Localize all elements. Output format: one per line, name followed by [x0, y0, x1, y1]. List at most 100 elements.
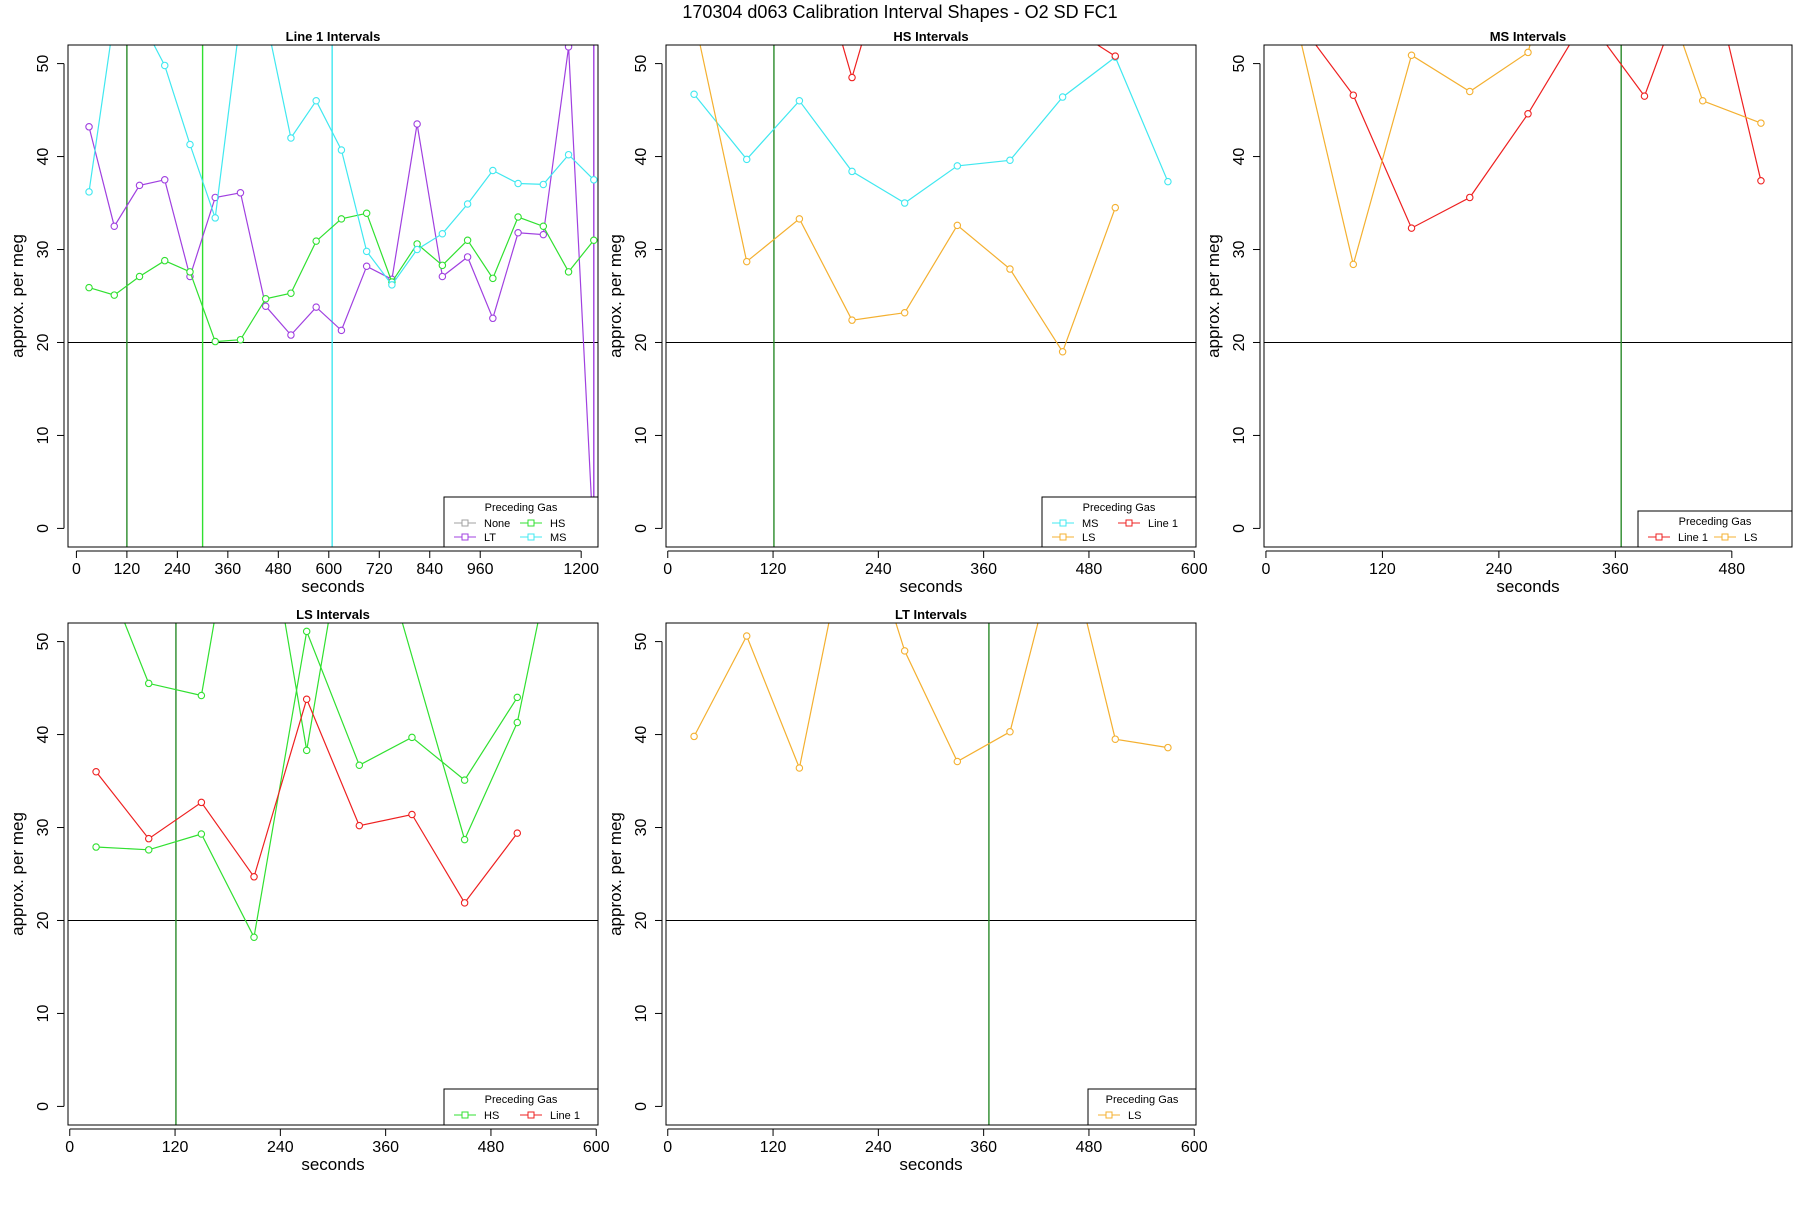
data-point: [1466, 193, 1474, 202]
data-point: [463, 236, 472, 244]
x-tick-label: 240: [865, 1139, 892, 1156]
data-point: [514, 213, 522, 221]
series-line: [841, 45, 1116, 80]
data-point: [302, 746, 311, 755]
data-point: [355, 761, 364, 769]
data-point: [513, 693, 522, 702]
legend-title: Preceding Gas: [1106, 1094, 1179, 1106]
y-tick-label: 20: [1231, 333, 1248, 351]
data-point: [1111, 52, 1120, 60]
data-point: [110, 222, 119, 231]
x-tick-label: 240: [1486, 561, 1513, 578]
y-tick-label: 30: [1231, 241, 1248, 259]
data-point: [337, 326, 346, 335]
x-tick-label: 0: [663, 561, 672, 578]
y-tick-label: 10: [633, 1004, 650, 1022]
data-point: [564, 268, 573, 276]
legend-title: Preceding Gas: [1679, 516, 1752, 528]
y-tick-label: 30: [633, 241, 650, 259]
legend-swatch-marker: [461, 519, 469, 527]
plot-frame: [665, 622, 1197, 1126]
legend: Preceding Gas LS: [1087, 1088, 1197, 1126]
legend: Preceding Gas HS Line 1: [443, 1088, 599, 1126]
x-tick-label: 240: [865, 561, 892, 578]
data-point: [690, 90, 698, 99]
plot-area: [1264, 45, 1792, 547]
data-point: [742, 257, 751, 266]
data-point: [312, 237, 320, 245]
legend-entry: LT: [484, 532, 496, 544]
series-line: [88, 46, 595, 547]
data-point: [1757, 119, 1765, 127]
data-point: [953, 162, 962, 170]
legend-swatch-marker: [1105, 1111, 1113, 1119]
y-tick-label: 20: [633, 911, 650, 929]
data-point: [135, 181, 144, 190]
data-point: [1524, 110, 1532, 118]
data-point: [438, 229, 447, 238]
legend-swatch-marker: [527, 533, 535, 541]
data-point: [211, 214, 219, 222]
legend-swatch-marker: [1655, 533, 1663, 541]
data-point: [287, 289, 295, 297]
data-point: [1006, 265, 1014, 273]
x-tick-label: 120: [162, 1139, 189, 1156]
x-axis-label: seconds: [301, 1155, 364, 1174]
legend-box: [1087, 1088, 1197, 1126]
legend-swatch-marker: [527, 519, 535, 527]
panel-5: LT Intervals 0 120 240 360 480 600 seconds 0 10 20…: [606, 607, 1208, 1174]
data-point: [489, 314, 497, 323]
legend-box: [1637, 510, 1793, 548]
data-point: [355, 821, 364, 830]
legend-box: [443, 1088, 599, 1126]
x-tick-label: 480: [1718, 561, 1745, 578]
y-axis-label: approx. per meg: [606, 812, 625, 936]
data-point: [85, 283, 93, 292]
plot-area: [68, 45, 598, 547]
panel-3: MS Intervals 0 120 240 360 480 seconds 0 10 20 30 4…: [1204, 29, 1793, 596]
panel-title: Line 1 Intervals: [286, 29, 381, 44]
data-point: [1407, 51, 1416, 59]
plot-area: [666, 45, 1196, 547]
data-point: [197, 830, 206, 838]
figure-title: 170304 d063 Calibration Interval Shapes …: [682, 2, 1118, 22]
data-point: [539, 230, 548, 239]
y-tick-label: 20: [633, 333, 650, 351]
legend: Preceding Gas None HS LT MS: [443, 496, 599, 548]
x-tick-label: 360: [970, 561, 997, 578]
data-point: [514, 229, 522, 237]
y-axis-label: approx. per meg: [8, 812, 27, 936]
data-point: [160, 61, 169, 70]
y-tick-label: 40: [633, 148, 650, 166]
y-tick-label: 40: [1231, 148, 1248, 166]
x-tick-label: 0: [65, 1139, 74, 1156]
data-point: [463, 253, 472, 261]
y-tick-label: 20: [35, 911, 52, 929]
x-tick-label: 720: [366, 561, 393, 578]
legend-entry: Line 1: [1148, 518, 1178, 530]
y-axis-label: approx. per meg: [606, 234, 625, 358]
data-point: [1164, 177, 1172, 186]
x-axis-label: seconds: [1496, 577, 1559, 596]
x-tick-label: 480: [265, 561, 292, 578]
data-point: [590, 176, 598, 184]
x-axis-label: seconds: [899, 1155, 962, 1174]
data-point: [690, 732, 698, 741]
data-point: [85, 123, 93, 131]
data-point: [1640, 92, 1649, 100]
data-point: [197, 691, 206, 700]
data-point: [144, 834, 153, 843]
y-axis-label: approx. per meg: [1204, 234, 1223, 358]
x-tick-label: 1200: [563, 561, 599, 578]
plot-area: [68, 623, 598, 1125]
data-point: [489, 274, 497, 283]
x-tick-label: 360: [970, 1139, 997, 1156]
legend-entry: Line 1: [550, 1110, 580, 1122]
data-point: [261, 302, 270, 310]
x-tick-label: 0: [663, 1139, 672, 1156]
y-tick-label: 50: [633, 633, 650, 651]
data-point: [513, 718, 522, 727]
data-point: [1111, 735, 1120, 743]
